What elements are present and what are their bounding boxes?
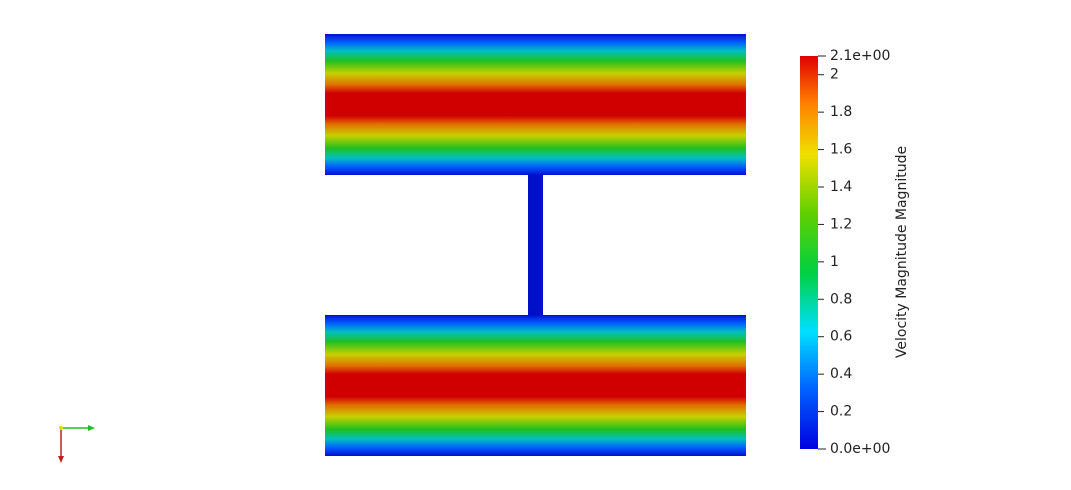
tick-label: 1.2 bbox=[830, 216, 852, 232]
tick-label: 0.8 bbox=[830, 291, 852, 307]
range-label: 2.1e+00 bbox=[830, 48, 890, 64]
range-label: 0.0e+00 bbox=[830, 441, 890, 457]
tick-label: 0.2 bbox=[830, 404, 852, 420]
colorbar-title: Velocity Magnitude Magnitude bbox=[894, 146, 910, 358]
color-bar bbox=[800, 56, 818, 449]
origin bbox=[59, 426, 63, 430]
y-arrow bbox=[58, 456, 64, 463]
axes-triad bbox=[58, 425, 95, 463]
tick-label: 1.6 bbox=[830, 142, 852, 158]
tick-label: 1.4 bbox=[830, 179, 852, 195]
tick-label: 1 bbox=[830, 254, 839, 270]
connector bbox=[528, 172, 543, 318]
tick-label: 0.4 bbox=[830, 366, 852, 382]
tick-label: 2 bbox=[830, 67, 839, 83]
channel-top bbox=[325, 34, 746, 175]
tick-label: 0.6 bbox=[830, 329, 852, 345]
tick-label: 1.8 bbox=[830, 104, 852, 120]
x-arrow bbox=[88, 425, 95, 431]
channel-bottom bbox=[325, 315, 746, 456]
